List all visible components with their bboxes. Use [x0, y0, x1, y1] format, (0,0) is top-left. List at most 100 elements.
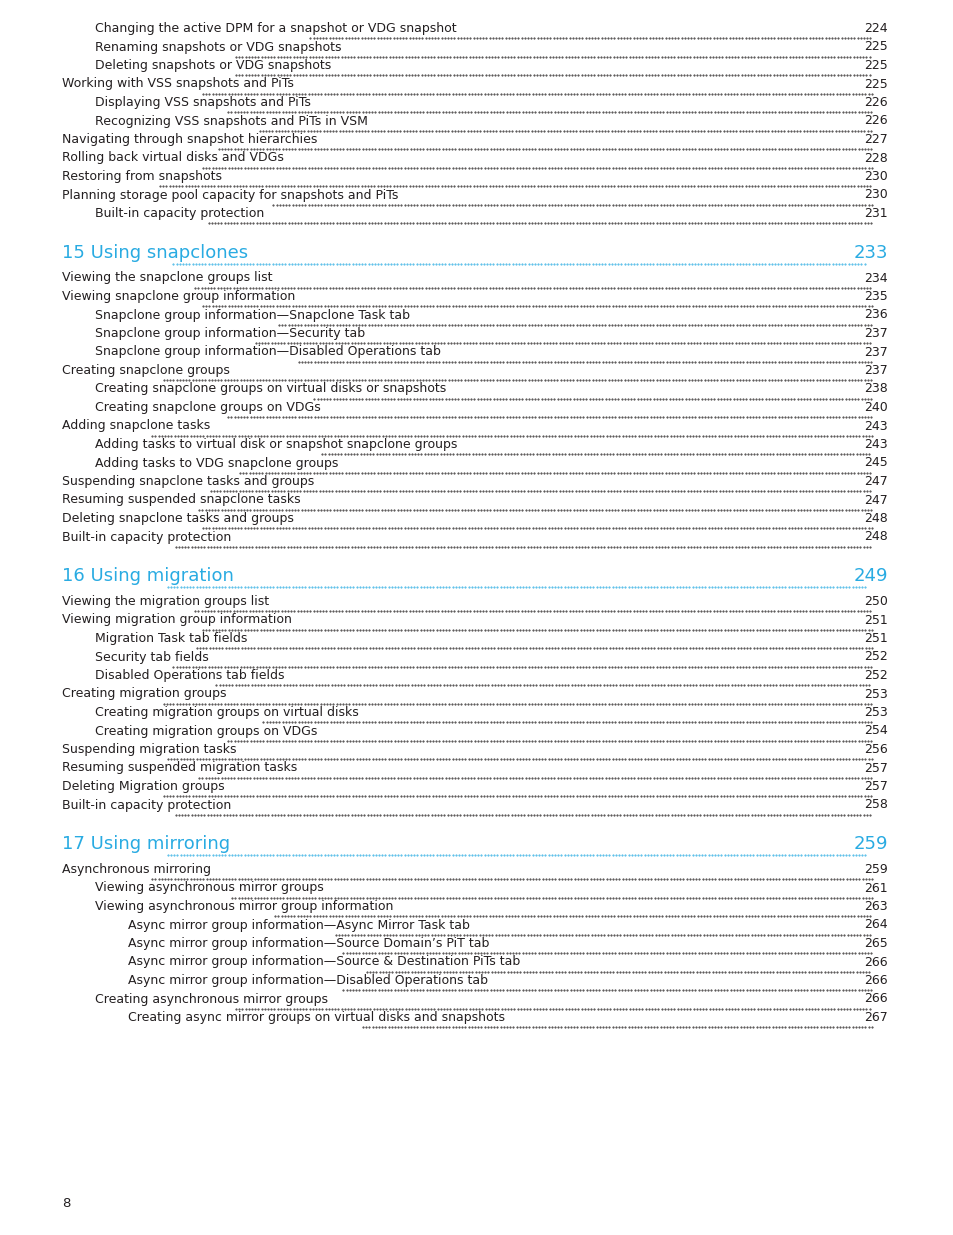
Text: Viewing migration group information: Viewing migration group information	[62, 614, 292, 626]
Text: 225: 225	[863, 59, 887, 72]
Text: Restoring from snapshots: Restoring from snapshots	[62, 170, 222, 183]
Text: 259: 259	[853, 835, 887, 853]
Text: Viewing the migration groups list: Viewing the migration groups list	[62, 595, 269, 608]
Text: Suspending snapclone tasks and groups: Suspending snapclone tasks and groups	[62, 475, 314, 488]
Text: Async mirror group information—Source Domain’s PiT tab: Async mirror group information—Source Do…	[128, 937, 489, 950]
Text: Creating snapclone groups on VDGs: Creating snapclone groups on VDGs	[95, 401, 320, 414]
Text: 257: 257	[863, 762, 887, 774]
Text: Adding tasks to VDG snapclone groups: Adding tasks to VDG snapclone groups	[95, 457, 338, 469]
Text: Planning storage pool capacity for snapshots and PiTs: Planning storage pool capacity for snaps…	[62, 189, 398, 201]
Text: Suspending migration tasks: Suspending migration tasks	[62, 743, 236, 756]
Text: Viewing asynchronous mirror group information: Viewing asynchronous mirror group inform…	[95, 900, 393, 913]
Text: Creating snapclone groups: Creating snapclone groups	[62, 364, 230, 377]
Text: Viewing asynchronous mirror groups: Viewing asynchronous mirror groups	[95, 882, 323, 894]
Text: 17 Using mirroring: 17 Using mirroring	[62, 835, 230, 853]
Text: Async mirror group information—Source & Destination PiTs tab: Async mirror group information—Source & …	[128, 956, 519, 968]
Text: 252: 252	[863, 651, 887, 663]
Text: Async mirror group information—Disabled Operations tab: Async mirror group information—Disabled …	[128, 974, 488, 987]
Text: Displaying VSS snapshots and PiTs: Displaying VSS snapshots and PiTs	[95, 96, 311, 109]
Text: Creating async mirror groups on virtual disks and snapshots: Creating async mirror groups on virtual …	[128, 1011, 504, 1024]
Text: 248: 248	[863, 531, 887, 543]
Text: 237: 237	[863, 364, 887, 377]
Text: 248: 248	[863, 513, 887, 525]
Text: 258: 258	[863, 799, 887, 811]
Text: 226: 226	[863, 96, 887, 109]
Text: Viewing the snapclone groups list: Viewing the snapclone groups list	[62, 272, 273, 284]
Text: 267: 267	[863, 1011, 887, 1024]
Text: Built-in capacity protection: Built-in capacity protection	[95, 207, 264, 220]
Text: 16 Using migration: 16 Using migration	[62, 567, 233, 585]
Text: Async mirror group information—Async Mirror Task tab: Async mirror group information—Async Mir…	[128, 919, 470, 931]
Text: Built-in capacity protection: Built-in capacity protection	[62, 531, 231, 543]
Text: Deleting Migration groups: Deleting Migration groups	[62, 781, 224, 793]
Text: 230: 230	[863, 189, 887, 201]
Text: 8: 8	[62, 1197, 71, 1210]
Text: Creating asynchronous mirror groups: Creating asynchronous mirror groups	[95, 993, 328, 1005]
Text: Disabled Operations tab fields: Disabled Operations tab fields	[95, 669, 284, 682]
Text: 228: 228	[863, 152, 887, 164]
Text: Creating migration groups: Creating migration groups	[62, 688, 226, 700]
Text: Navigating through snapshot hierarchies: Navigating through snapshot hierarchies	[62, 133, 317, 146]
Text: Creating snapclone groups on virtual disks or snapshots: Creating snapclone groups on virtual dis…	[95, 383, 446, 395]
Text: 238: 238	[863, 383, 887, 395]
Text: 230: 230	[863, 170, 887, 183]
Text: 266: 266	[863, 974, 887, 987]
Text: 224: 224	[863, 22, 887, 35]
Text: Renaming snapshots or VDG snapshots: Renaming snapshots or VDG snapshots	[95, 41, 341, 53]
Text: 236: 236	[863, 309, 887, 321]
Text: 266: 266	[863, 956, 887, 968]
Text: 256: 256	[863, 743, 887, 756]
Text: Snapclone group information—Snapclone Task tab: Snapclone group information—Snapclone Ta…	[95, 309, 410, 321]
Text: Snapclone group information—Security tab: Snapclone group information—Security tab	[95, 327, 365, 340]
Text: Viewing snapclone group information: Viewing snapclone group information	[62, 290, 294, 303]
Text: 15 Using snapclones: 15 Using snapclones	[62, 243, 248, 262]
Text: 253: 253	[863, 706, 887, 719]
Text: 235: 235	[863, 290, 887, 303]
Text: 243: 243	[863, 420, 887, 432]
Text: 237: 237	[863, 327, 887, 340]
Text: 243: 243	[863, 438, 887, 451]
Text: Rolling back virtual disks and VDGs: Rolling back virtual disks and VDGs	[62, 152, 284, 164]
Text: 247: 247	[863, 494, 887, 506]
Text: Deleting snapclone tasks and groups: Deleting snapclone tasks and groups	[62, 513, 294, 525]
Text: Resuming suspended snapclone tasks: Resuming suspended snapclone tasks	[62, 494, 300, 506]
Text: Asynchronous mirroring: Asynchronous mirroring	[62, 863, 211, 876]
Text: 264: 264	[863, 919, 887, 931]
Text: 234: 234	[863, 272, 887, 284]
Text: Snapclone group information—Disabled Operations tab: Snapclone group information—Disabled Ope…	[95, 346, 440, 358]
Text: Security tab fields: Security tab fields	[95, 651, 209, 663]
Text: Adding tasks to virtual disk or snapshot snapclone groups: Adding tasks to virtual disk or snapshot…	[95, 438, 456, 451]
Text: Changing the active DPM for a snapshot or VDG snapshot: Changing the active DPM for a snapshot o…	[95, 22, 456, 35]
Text: Working with VSS snapshots and PiTs: Working with VSS snapshots and PiTs	[62, 78, 294, 90]
Text: 226: 226	[863, 115, 887, 127]
Text: 259: 259	[863, 863, 887, 876]
Text: 261: 261	[863, 882, 887, 894]
Text: Migration Task tab fields: Migration Task tab fields	[95, 632, 247, 645]
Text: 253: 253	[863, 688, 887, 700]
Text: 240: 240	[863, 401, 887, 414]
Text: 231: 231	[863, 207, 887, 220]
Text: 245: 245	[863, 457, 887, 469]
Text: Adding snapclone tasks: Adding snapclone tasks	[62, 420, 210, 432]
Text: 237: 237	[863, 346, 887, 358]
Text: 266: 266	[863, 993, 887, 1005]
Text: 265: 265	[863, 937, 887, 950]
Text: 227: 227	[863, 133, 887, 146]
Text: Creating migration groups on virtual disks: Creating migration groups on virtual dis…	[95, 706, 358, 719]
Text: 249: 249	[853, 567, 887, 585]
Text: 250: 250	[863, 595, 887, 608]
Text: 263: 263	[863, 900, 887, 913]
Text: 225: 225	[863, 78, 887, 90]
Text: Creating migration groups on VDGs: Creating migration groups on VDGs	[95, 725, 317, 737]
Text: Recognizing VSS snapshots and PiTs in VSM: Recognizing VSS snapshots and PiTs in VS…	[95, 115, 368, 127]
Text: Resuming suspended migration tasks: Resuming suspended migration tasks	[62, 762, 297, 774]
Text: 233: 233	[853, 243, 887, 262]
Text: 257: 257	[863, 781, 887, 793]
Text: 251: 251	[863, 614, 887, 626]
Text: Built-in capacity protection: Built-in capacity protection	[62, 799, 231, 811]
Text: 254: 254	[863, 725, 887, 737]
Text: 251: 251	[863, 632, 887, 645]
Text: 247: 247	[863, 475, 887, 488]
Text: Deleting snapshots or VDG snapshots: Deleting snapshots or VDG snapshots	[95, 59, 331, 72]
Text: 252: 252	[863, 669, 887, 682]
